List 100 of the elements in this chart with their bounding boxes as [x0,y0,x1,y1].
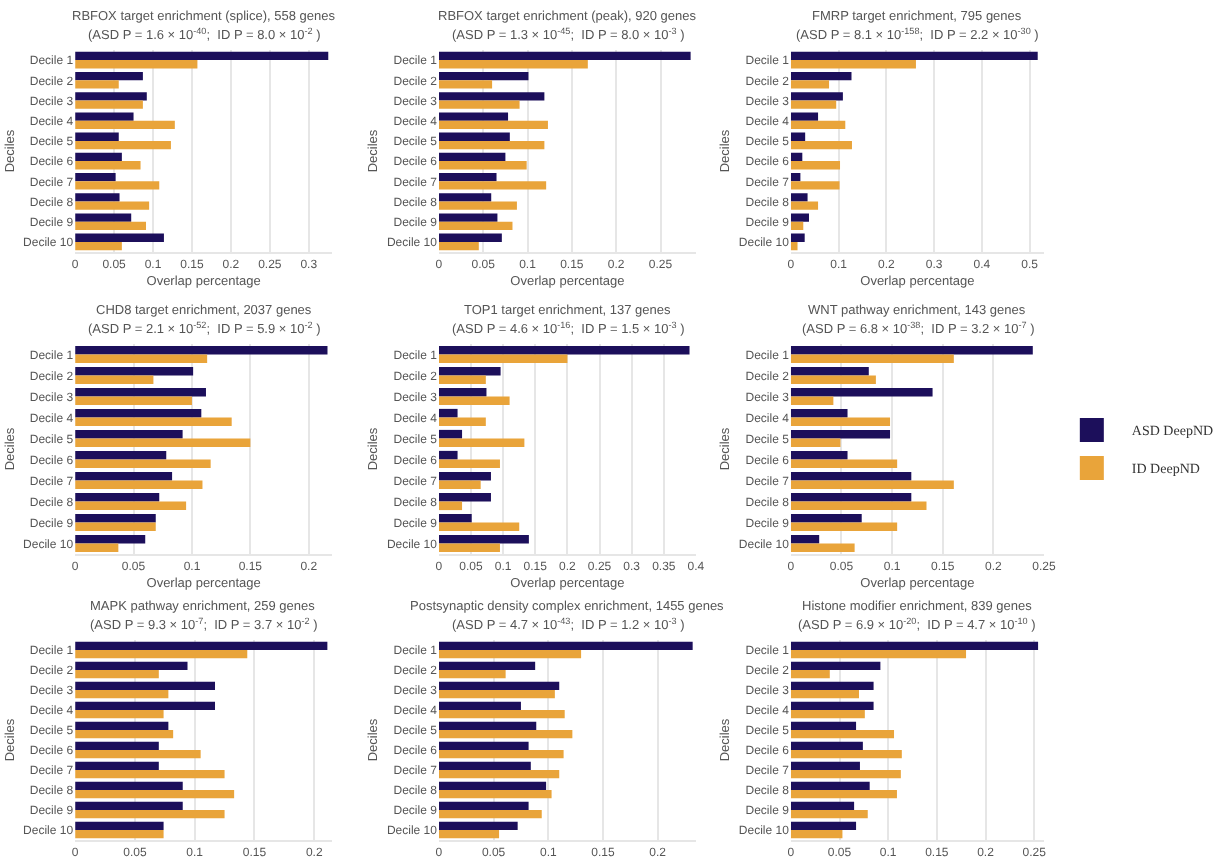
bar [438,821,518,830]
bar [75,438,251,448]
bar [790,72,852,81]
bar [438,681,560,690]
bar [790,513,862,523]
bar [438,810,542,819]
bar [790,690,859,699]
bar [75,670,159,679]
bar [75,710,164,719]
bar [438,213,498,222]
bar [438,459,500,469]
bar [790,60,916,69]
bar [790,741,863,750]
bar [790,721,857,730]
bar [75,354,208,364]
bar [75,60,198,69]
bar [790,112,819,121]
bar [438,543,500,553]
bar [790,701,874,710]
bar [75,201,150,210]
bar [790,681,874,690]
bar [438,690,555,699]
bar [438,641,693,650]
bar [438,366,501,376]
bar [438,750,564,759]
bar [75,221,147,230]
bar [438,408,458,418]
bar [75,501,187,511]
bar [790,830,843,839]
bar [75,193,120,202]
bar [438,221,513,230]
bar [75,701,216,710]
bar [438,480,481,490]
bar [75,790,235,799]
bar [438,730,573,739]
bar [790,770,901,779]
bar [790,821,857,830]
bar [75,213,132,222]
bar [790,429,891,439]
bar [790,120,846,129]
bar [75,830,164,839]
bar [75,396,192,406]
bar [438,375,486,385]
bar [790,801,855,810]
bar [75,345,328,355]
bar [790,345,1033,355]
bar [790,173,801,182]
bar [75,100,143,109]
bar [75,681,216,690]
bar [790,241,798,251]
bar [790,233,805,242]
bar [75,650,248,659]
bar [438,741,529,750]
bar [75,140,171,150]
bar [438,396,510,406]
bar [790,92,843,101]
bar [790,501,927,511]
bar [438,201,517,210]
bar [790,650,967,659]
bar [438,471,491,481]
bar [75,730,174,739]
bar [790,730,895,739]
bar [790,534,820,544]
bar [790,471,912,481]
bar [790,492,912,502]
bar [438,60,588,69]
bar [438,120,548,129]
bar [75,181,160,190]
bar [790,450,848,460]
bar [790,152,803,162]
bar [438,140,545,150]
bar [438,387,487,397]
bar [438,181,547,190]
bar [790,459,898,469]
bar [790,790,897,799]
bar [438,100,520,109]
bar [438,721,537,730]
bar [75,761,159,770]
bar [790,213,809,222]
bar [790,354,954,364]
bar [75,513,156,523]
bar [75,161,141,170]
bar [438,345,690,355]
bar [75,690,169,699]
bar [75,450,167,460]
bar [75,417,232,427]
bar [75,233,164,242]
bar [438,112,509,121]
bar [75,641,328,650]
bar [438,51,691,61]
bar [790,417,891,427]
bar [790,51,1038,61]
bar [75,72,143,81]
bar [75,112,134,121]
bar [790,100,837,109]
bar [75,387,206,397]
bar [790,396,834,406]
bar [75,810,225,819]
bar [790,761,860,770]
bar [75,781,183,790]
